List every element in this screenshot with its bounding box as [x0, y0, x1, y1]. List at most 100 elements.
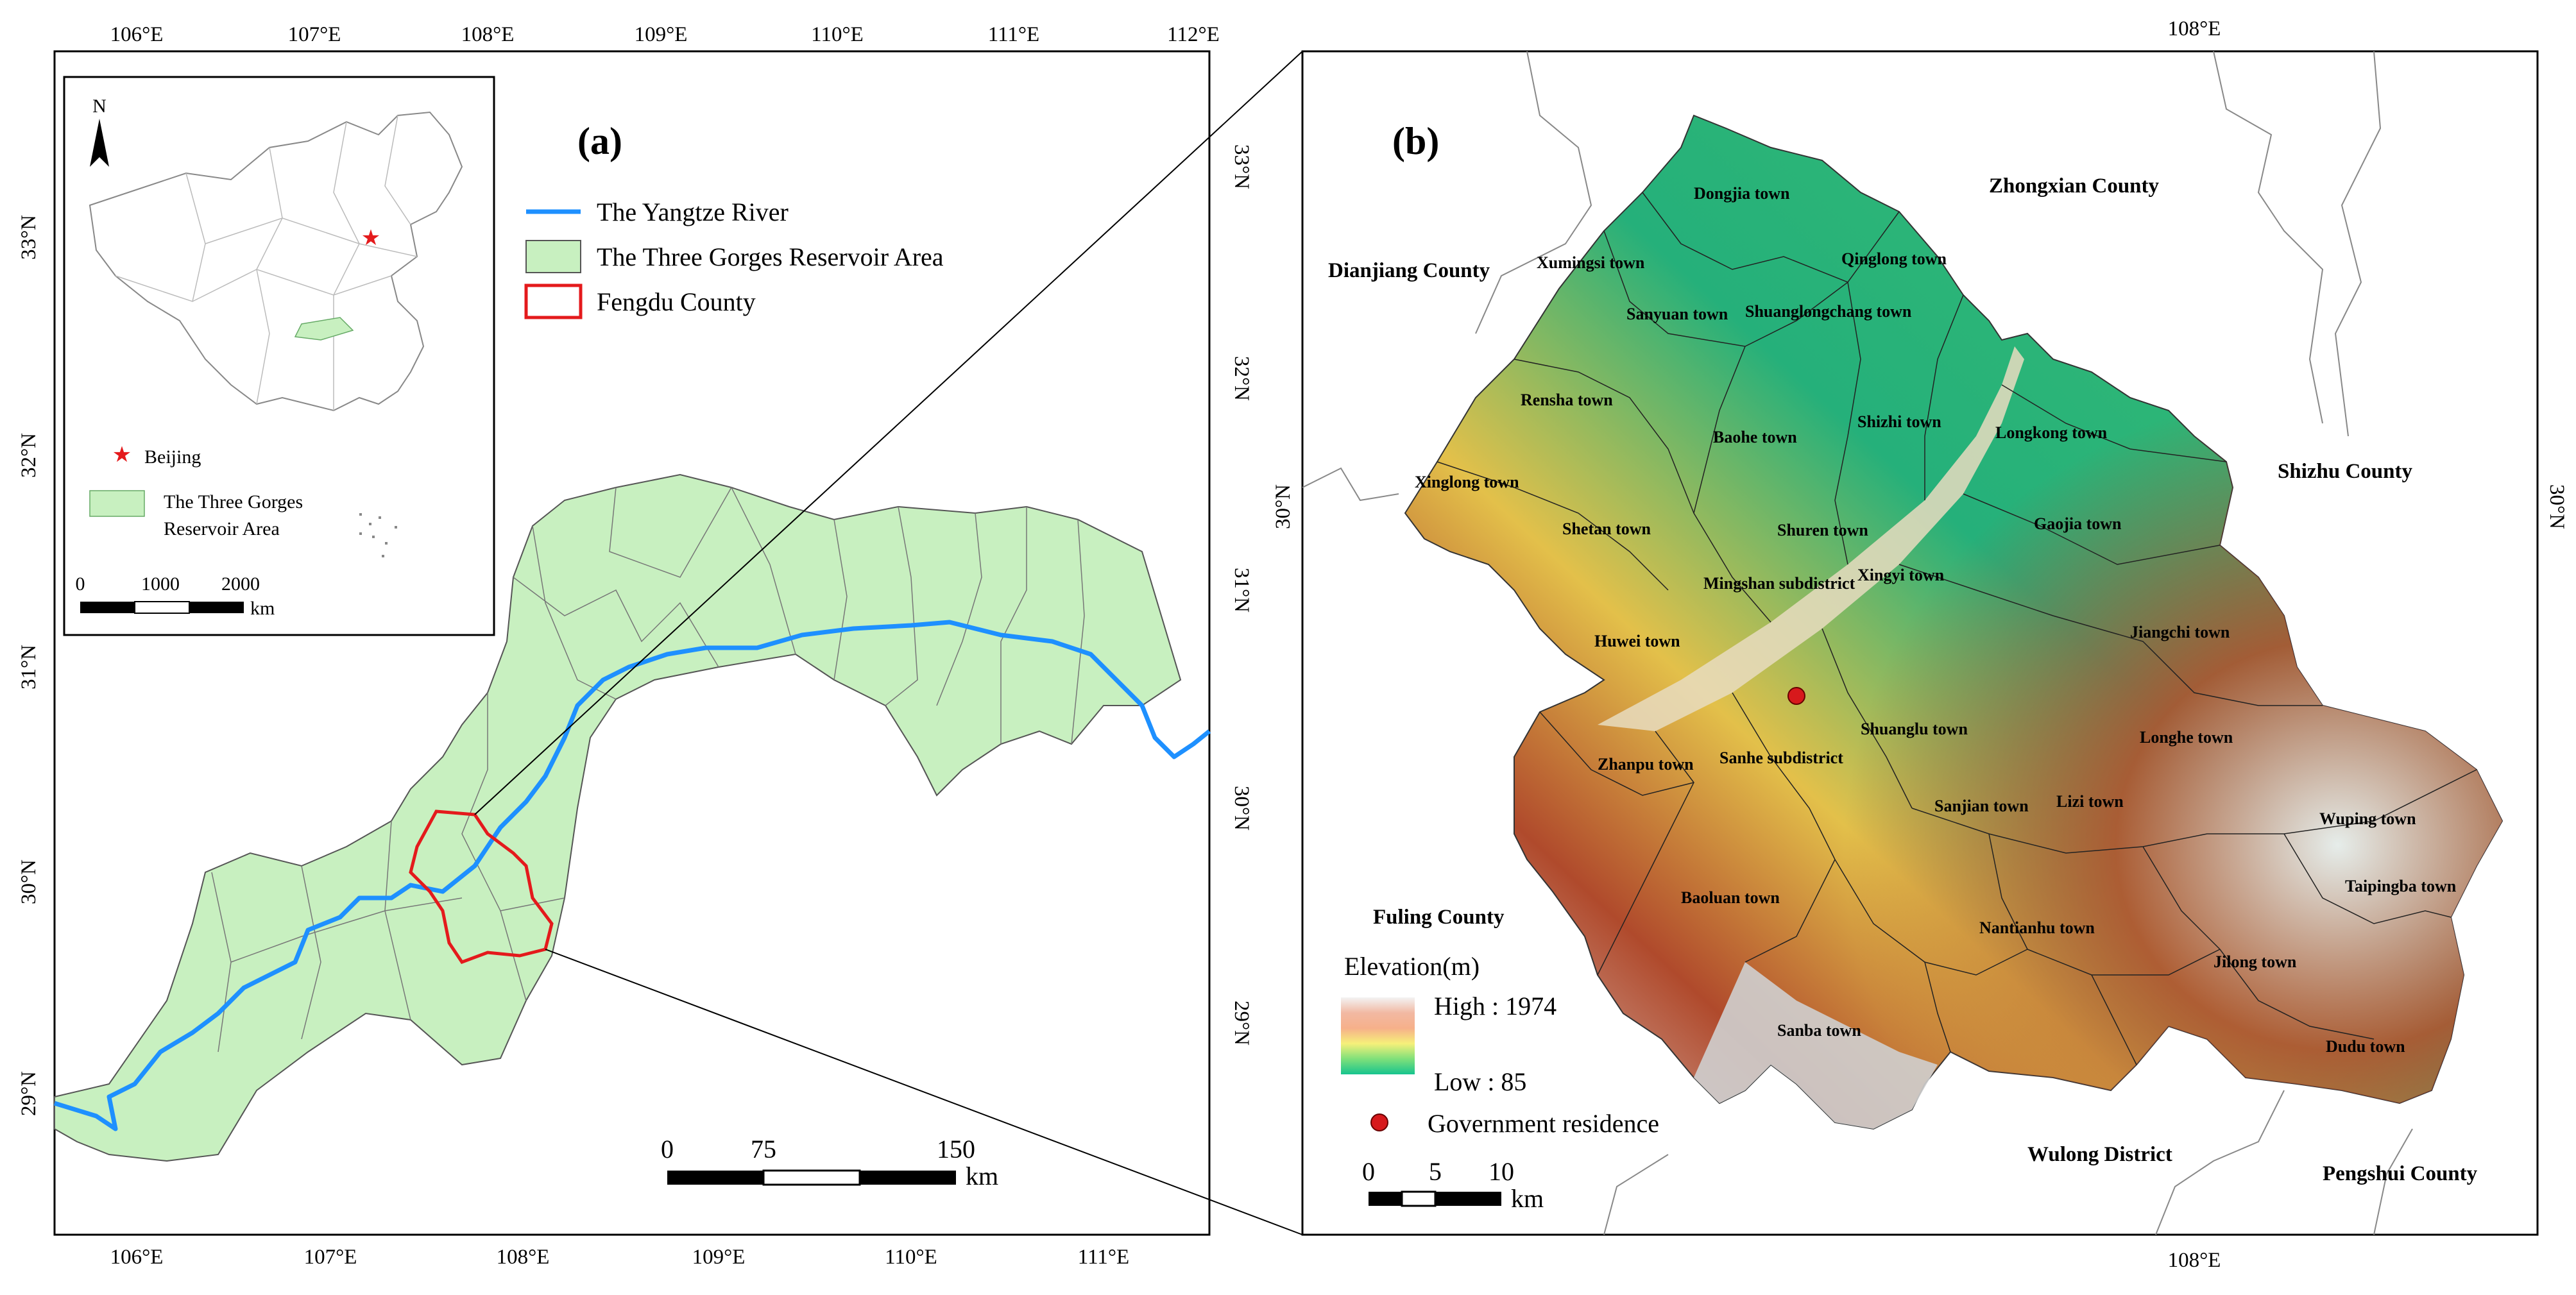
residence-legend-icon — [1370, 1113, 1388, 1131]
town-label: Mingshan subdistrict — [1703, 574, 1855, 593]
county-labels: Zhongxian County Dianjiang County Shizhu… — [1328, 174, 2478, 1185]
scale-segment — [1369, 1192, 1402, 1206]
tick-label: 110°E — [811, 23, 864, 46]
county-legend-label: Fengdu County — [597, 287, 756, 316]
panel-a-top-ticks: 106°E 107°E 108°E 109°E 110°E 111°E 112°… — [110, 23, 1220, 46]
inset-reservoir-area — [294, 317, 354, 341]
tick-label: 31°N — [1230, 568, 1253, 613]
town-label: Jiangchi town — [2130, 623, 2230, 641]
government-residence-marker — [1787, 687, 1805, 705]
beijing-star-icon: ★ — [361, 225, 380, 251]
tick-label: 30°N — [2545, 484, 2568, 529]
panel-a-scale-bar: 0 75 150 km — [661, 1135, 998, 1190]
elevation-color-ramp — [1341, 997, 1415, 1074]
scale-segment — [1435, 1192, 1501, 1206]
tick-label: 32°N — [17, 433, 40, 478]
scale-unit: km — [966, 1162, 998, 1190]
tick-label: 31°N — [17, 645, 40, 690]
tick-label: 30°N — [1272, 484, 1295, 529]
town-label: Sanhe subdistrict — [1719, 749, 1843, 767]
town-label: Rensha town — [1521, 391, 1613, 409]
tick-label: 108°E — [2168, 17, 2221, 40]
elevation-low-label: Low : 85 — [1434, 1067, 1526, 1096]
town-label: Wuping town — [2319, 809, 2416, 828]
town-label: Dongjia town — [1694, 184, 1790, 203]
elevation-high-label: High : 1974 — [1434, 992, 1557, 1020]
inset-area-swatch — [89, 490, 145, 517]
town-label: Sanba town — [1777, 1021, 1861, 1040]
north-arrow-label: N — [92, 96, 107, 117]
tick-label: 107°E — [288, 23, 341, 46]
panel-a-label: (a) — [577, 120, 622, 162]
county-legend-swatch — [524, 284, 583, 319]
elevation-legend-title: Elevation(m) — [1344, 952, 1480, 981]
panel-b-map: 108°E 108°E 30°N 30°N (b) Zhongxian Coun… — [1272, 17, 2568, 1272]
town-label: Shetan town — [1562, 520, 1651, 538]
town-label: Taipingba town — [2345, 877, 2457, 895]
scale-unit: km — [1511, 1184, 1544, 1213]
yangtze-river-line — [53, 620, 1211, 1131]
legend-star-icon: ★ — [112, 442, 132, 468]
tick-label: 33°N — [17, 215, 40, 260]
tick-label: 109°E — [692, 1246, 746, 1269]
fengdu-county-outline — [409, 809, 554, 965]
tick-label: 111°E — [988, 23, 1039, 46]
tick-label: 29°N — [1230, 1001, 1253, 1045]
tick-label: 106°E — [110, 1246, 164, 1269]
town-labels: Dongjia town Xumingsi town Qinglong town… — [1415, 184, 2457, 1056]
beijing-label: Beijing — [144, 446, 201, 468]
reservoir-legend-label: The Three Gorges Reservoir Area — [597, 242, 944, 271]
scale-tick-label: 75 — [751, 1135, 776, 1164]
county-label: Fuling County — [1373, 906, 1505, 929]
town-label: Xingyi town — [1857, 566, 1945, 584]
scale-segment — [1401, 1190, 1437, 1207]
district-borders — [211, 487, 1085, 1053]
tick-label: 106°E — [110, 23, 164, 46]
town-label: Shuanglu town — [1861, 720, 1968, 738]
panel-a-map: 106°E 107°E 108°E 109°E 110°E 111°E 112°… — [17, 23, 1253, 1269]
county-label: Shizhu County — [2278, 460, 2413, 483]
elevation-legend: Elevation(m) High : 1974 Low : 85 Govern… — [1341, 952, 1659, 1138]
tick-label: 110°E — [885, 1246, 937, 1269]
scale-segment — [762, 1169, 861, 1186]
scale-segment — [134, 601, 190, 614]
inset-area-label: Reservoir Area — [164, 518, 280, 539]
south-lowland-shade — [1694, 962, 1938, 1129]
town-label: Gaojia town — [2034, 514, 2122, 533]
town-label: Shuren town — [1777, 521, 1868, 539]
china-inset: N ★ ★ Beijing The Three Gorges Re — [63, 76, 495, 636]
county-label: Dianjiang County — [1328, 259, 1490, 282]
panel-b-scale-bar: 0 5 10 km — [1362, 1157, 1544, 1213]
scale-segment — [189, 602, 244, 613]
tick-label: 108°E — [2168, 1249, 2221, 1272]
town-label: Sanyuan town — [1626, 305, 1728, 323]
town-label: Sanjian town — [1934, 797, 2029, 815]
scale-segment — [667, 1171, 763, 1185]
county-label: Wulong District — [2027, 1143, 2172, 1166]
panel-a-bottom-ticks: 106°E 107°E 108°E 109°E 110°E 111°E — [110, 1246, 1130, 1269]
town-label: Nantianhu town — [1979, 918, 2095, 937]
scale-segment — [80, 602, 135, 613]
neighbor-boundaries — [1302, 51, 2413, 1235]
town-label: Longkong town — [1995, 423, 2108, 442]
scale-segment — [860, 1171, 956, 1185]
town-label: Jilong town — [2213, 952, 2297, 971]
tick-label: 111°E — [1078, 1246, 1129, 1269]
panel-a-legend: The Yangtze River The Three Gorges Reser… — [524, 198, 944, 319]
tick-label: 33°N — [1230, 144, 1253, 189]
tick-label: 30°N — [17, 859, 40, 904]
county-label: Zhongxian County — [1989, 174, 2160, 198]
town-label: Longhe town — [2140, 728, 2233, 747]
town-label: Qinglong town — [1841, 250, 1947, 268]
tick-label: 109°E — [635, 23, 688, 46]
tick-label: 112°E — [1167, 23, 1220, 46]
scale-tick-label: 150 — [937, 1135, 975, 1164]
scale-tick-label: 0 — [1362, 1157, 1375, 1186]
connector-line-bottom — [545, 949, 1303, 1235]
river-legend-label: The Yangtze River — [597, 198, 789, 226]
town-label: Baoluan town — [1681, 888, 1780, 907]
south-china-sea-islands — [359, 513, 397, 557]
county-label: Pengshui County — [2323, 1162, 2478, 1185]
scale-tick-label: 5 — [1429, 1157, 1442, 1186]
town-label: Xumingsi town — [1537, 253, 1645, 272]
